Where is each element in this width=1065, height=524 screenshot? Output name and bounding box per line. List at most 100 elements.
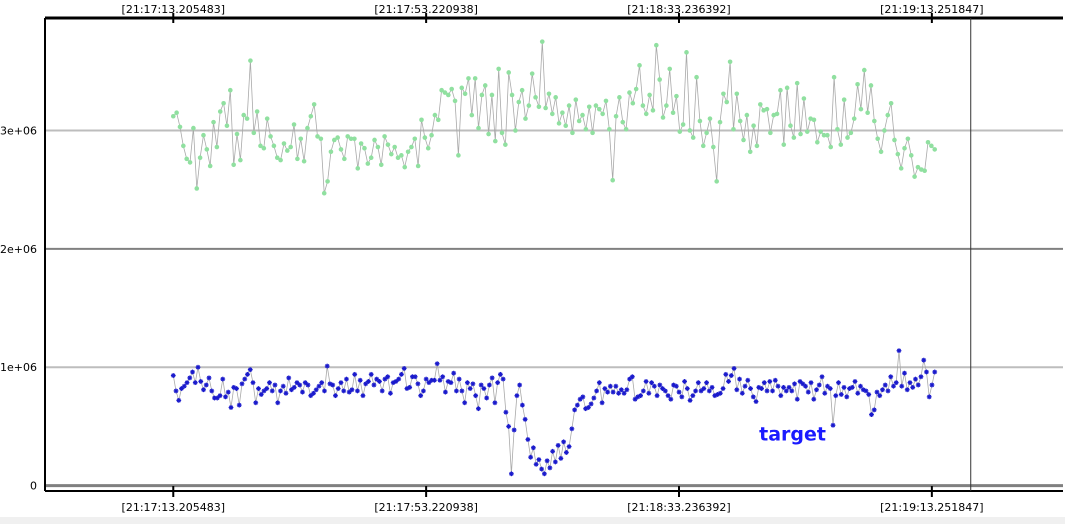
series-0-point <box>509 92 515 98</box>
series-1-point <box>662 388 668 394</box>
star-stroke <box>534 462 539 467</box>
series-1-point <box>550 448 556 454</box>
series-0-point <box>298 136 304 142</box>
series-0-point <box>305 125 310 131</box>
series-0-point <box>254 109 260 114</box>
series-1-point <box>844 394 850 400</box>
series-1-point <box>907 380 913 386</box>
series-0-point <box>845 135 850 140</box>
series-1-point <box>921 357 927 363</box>
series-0-point <box>529 71 535 76</box>
series-0-point <box>375 144 381 150</box>
series-1-point <box>448 380 454 386</box>
star-stroke <box>726 379 731 384</box>
series-0-point <box>670 110 676 116</box>
star-stroke <box>396 376 401 382</box>
star-stroke <box>863 388 869 394</box>
star-stroke <box>740 391 745 396</box>
series-0-point <box>409 144 414 150</box>
series-0-point <box>744 112 750 118</box>
series-0-point <box>888 100 894 106</box>
series-0-point <box>885 112 891 118</box>
series-0-point <box>747 149 753 155</box>
series-0-point <box>838 142 844 147</box>
series-0-point <box>345 134 351 139</box>
series-0-point <box>892 137 897 143</box>
star-stroke <box>924 369 929 375</box>
series-0-point <box>419 117 424 123</box>
series-1-point <box>366 379 371 384</box>
series-0-point <box>459 85 465 91</box>
series-0-point <box>268 134 273 139</box>
series-0-point <box>295 156 300 162</box>
star-stroke <box>558 456 563 461</box>
series-1-point <box>316 383 322 389</box>
star-stroke <box>927 394 932 399</box>
star-stroke <box>682 379 687 384</box>
series-0-point <box>778 87 783 93</box>
star-stroke <box>660 386 665 391</box>
star-stroke <box>270 388 275 394</box>
series-1-point <box>830 422 836 428</box>
series-0-point <box>221 100 226 106</box>
series-0-point <box>610 177 616 183</box>
star-stroke <box>316 384 322 389</box>
series-1-point <box>236 402 242 408</box>
series-1-point <box>588 401 594 407</box>
series-1-point <box>695 380 701 386</box>
series-1-point <box>234 386 239 391</box>
series-0-point <box>607 126 612 132</box>
star-stroke <box>366 379 371 384</box>
star-stroke <box>520 403 525 408</box>
series-1-point <box>651 383 657 389</box>
series-0-point <box>311 102 317 107</box>
series-0-point <box>774 111 780 117</box>
star-stroke <box>687 398 693 403</box>
star-stroke <box>786 385 792 390</box>
star-stroke <box>187 375 192 381</box>
star-stroke <box>621 391 627 396</box>
star-stroke <box>751 394 756 399</box>
star-stroke <box>377 379 382 384</box>
star-stroke <box>602 386 607 391</box>
star-stroke <box>476 406 481 411</box>
series-1-point <box>640 388 646 394</box>
series-1-point <box>541 471 547 477</box>
series-0-point <box>258 143 263 149</box>
series-1-point <box>456 376 462 382</box>
series-0-point <box>878 149 884 155</box>
star-stroke <box>369 372 374 377</box>
star-stroke <box>385 374 390 379</box>
star-stroke <box>402 366 407 371</box>
series-1-point <box>552 459 558 465</box>
series-1-point <box>467 386 473 391</box>
tick-labels: 0 1e+06 2e+06 3e+06 [21:17:13.205483] [21:17:… <box>0 3 984 514</box>
series-1-point <box>368 371 374 377</box>
series-0-point <box>204 147 210 152</box>
star-stroke <box>250 380 256 385</box>
star-stroke <box>234 386 239 391</box>
x-tick-label-bottom: [21:19:13.251847] <box>880 501 983 514</box>
star-stroke <box>333 393 338 398</box>
series-1-point <box>605 389 611 395</box>
series-1-point <box>668 396 674 402</box>
series-1-point <box>819 374 825 380</box>
series-1-point <box>742 383 748 389</box>
series-0-point <box>674 93 679 99</box>
series-1-point <box>781 384 786 390</box>
series-1-point <box>280 383 286 389</box>
series-1-point <box>355 388 360 394</box>
series-1-point <box>794 396 800 402</box>
series-0-point <box>291 122 297 127</box>
star-stroke <box>792 381 797 386</box>
series-1-point <box>195 364 201 370</box>
star-stroke <box>916 382 921 388</box>
series-1-point <box>613 383 619 389</box>
series-0-point <box>794 80 800 86</box>
data-series <box>170 39 938 477</box>
star-stroke <box>184 380 190 385</box>
y-tick-label: 2e+06 <box>0 243 37 256</box>
series-0-point <box>637 63 642 68</box>
star-stroke <box>910 385 915 390</box>
star-stroke <box>256 386 261 391</box>
